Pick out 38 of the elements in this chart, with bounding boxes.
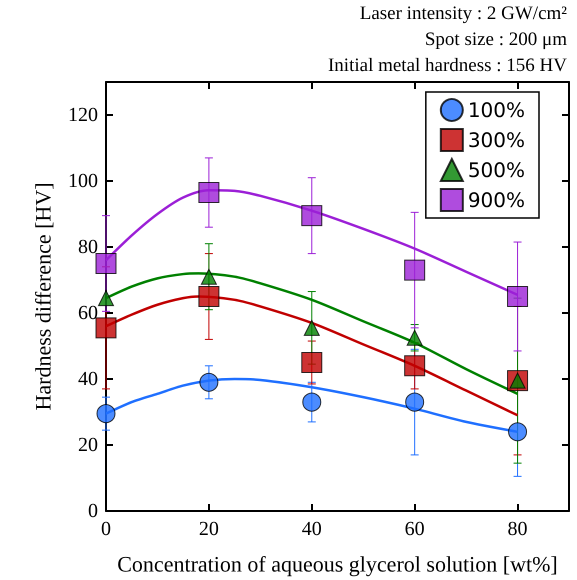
- point: [96, 317, 116, 338]
- y-tick-label: 20: [78, 434, 98, 456]
- point: [508, 422, 528, 442]
- point: [199, 372, 218, 392]
- point: [96, 253, 116, 274]
- point: [200, 268, 217, 285]
- point: [404, 355, 426, 376]
- point: [507, 286, 528, 307]
- point: [198, 182, 220, 204]
- y-tick-label: 0: [88, 500, 98, 522]
- y-tick-label: 60: [78, 302, 98, 324]
- x-tick-label: 80: [508, 518, 528, 540]
- y-tick-label: 40: [78, 368, 98, 390]
- point: [406, 330, 423, 346]
- point: [301, 352, 322, 373]
- point: [198, 286, 220, 307]
- x-tick-label: 40: [302, 518, 322, 540]
- x-tick-label: 20: [198, 518, 219, 540]
- y-tick-label: 80: [78, 236, 98, 258]
- text: Laser intensity : 2 GW/cm²: [360, 3, 568, 24]
- text: Initial metal hardness : 156 HV: [328, 55, 568, 76]
- x-axis-title: Concentration of aqueous glycerol solution [wt%]: [117, 552, 558, 576]
- y-axis-title: Hardness difference [HV]: [30, 182, 56, 411]
- legend-label: 300%: [468, 128, 526, 152]
- point: [404, 260, 426, 281]
- legend-label: 100%: [468, 98, 526, 122]
- y-tick-label: 100: [68, 170, 98, 192]
- legend-label: 900%: [468, 188, 526, 212]
- text: Spot size : 200 μm: [424, 29, 568, 50]
- point: [98, 290, 114, 306]
- point: [302, 392, 322, 412]
- point: [96, 404, 116, 424]
- x-tick-label: 60: [404, 518, 425, 540]
- y-tick-label: 120: [68, 104, 98, 126]
- point: [405, 392, 424, 412]
- point: [304, 320, 320, 336]
- legend-label: 500%: [468, 158, 526, 182]
- point: [301, 205, 322, 226]
